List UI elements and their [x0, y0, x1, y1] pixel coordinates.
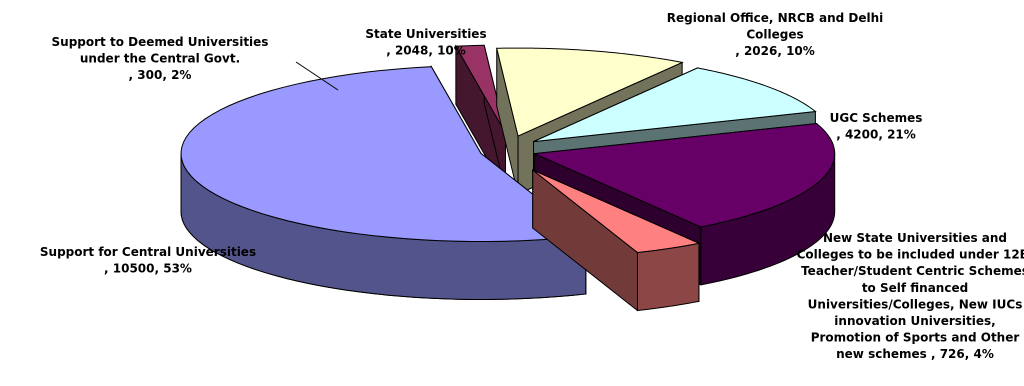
slice-label: State Universities , 2048, 10%	[365, 27, 486, 58]
pie-slice-rim	[636, 242, 700, 312]
pie-slice-top	[455, 44, 506, 134]
slice-name-label: Universities/Colleges, New IUCs	[808, 297, 1023, 311]
pie-slices	[180, 44, 836, 312]
slice-value-label: , 2048, 10%	[386, 44, 466, 58]
slice-value-label: , 10500, 53%	[104, 262, 192, 276]
pie-slice	[455, 44, 507, 193]
slice-name-label: Regional Office, NRCB and Delhi	[667, 11, 884, 25]
slice-value-label: , 2026, 10%	[735, 44, 815, 58]
slice-label: Support for Central Universities , 10500,…	[40, 245, 256, 276]
slice-name-label: State Universities	[365, 27, 486, 41]
slice-name-label: New State Universities and	[823, 231, 1007, 245]
slice-value-label: , 4200, 21%	[836, 128, 916, 142]
slice-label: New State Universities and Colleges to be…	[797, 231, 1024, 361]
slice-name-label: Promotion of Sports and Other	[811, 331, 1020, 345]
slice-name-label: Support to Deemed Universities	[52, 35, 269, 49]
pie-slice	[532, 169, 701, 312]
pie-slice	[180, 64, 588, 300]
slice-name-label: to Self financed	[862, 281, 968, 295]
slice-label: Support to Deemed Universities under the …	[52, 35, 269, 82]
slice-name-label: UGC Schemes	[830, 111, 923, 125]
slice-label: Regional Office, NRCB and Delhi Colleges,…	[667, 11, 884, 58]
slice-value-label: new schemes , 726, 4%	[836, 347, 994, 361]
pie-slice-top	[533, 67, 817, 143]
slice-name-label: Teacher/Student Centric Schemes	[801, 264, 1024, 278]
slice-name-label: innovation Universities,	[834, 314, 995, 328]
pie-slice-top	[496, 47, 684, 137]
slice-value-label: , 300, 2%	[129, 68, 192, 82]
pie-slice-top	[180, 66, 588, 242]
slice-name-label: Colleges to be included under 12B,	[797, 248, 1024, 262]
slice-name-label: Colleges	[746, 28, 803, 42]
leader-lines	[295, 61, 339, 91]
leader-line	[295, 61, 339, 91]
pie-slice-top	[532, 123, 836, 228]
slice-name-label: under the Central Govt.	[80, 52, 240, 66]
pie-slice-top	[532, 169, 701, 254]
slice-labels: UGC Schemes , 4200, 21% New State Universi…	[40, 11, 1024, 361]
slice-name-label: Support for Central Universities	[40, 245, 256, 259]
slice-label: UGC Schemes , 4200, 21%	[830, 111, 923, 142]
